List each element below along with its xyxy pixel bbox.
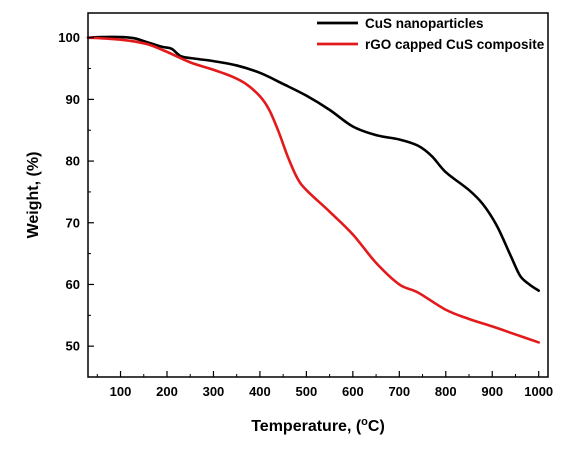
legend: CuS nanoparticles rGO capped CuS composit… — [317, 16, 545, 52]
ticks-layer: 100 200 300 400 500 600 700 800 900 1000 50 60 70 80 9… — [58, 30, 553, 399]
x-tick-label: 400 — [249, 384, 271, 399]
plot-frame — [87, 12, 549, 378]
series-line-rgo-capped-cus-composite — [86, 36, 541, 344]
legend-label-cus-nanoparticles: CuS nanoparticles — [365, 16, 484, 31]
x-tick-label: 200 — [156, 384, 178, 399]
x-tick-label: 100 — [110, 384, 132, 399]
x-tick-label: 800 — [435, 384, 457, 399]
x-tick-label: 300 — [203, 384, 225, 399]
y-tick-label: 90 — [66, 92, 80, 107]
x-tick-label: 500 — [296, 384, 318, 399]
x-tick-label: 900 — [481, 384, 503, 399]
x-tick-label: 1000 — [524, 384, 553, 399]
x-tick-label: 700 — [388, 384, 410, 399]
y-tick-label: 100 — [58, 30, 80, 45]
y-axis-title: Weight, (%) — [25, 152, 42, 239]
x-tick-label: 600 — [342, 384, 364, 399]
y-tick-label: 50 — [66, 339, 80, 354]
x-axis-title: Temperature, (oC) — [251, 416, 385, 435]
y-tick-label: 80 — [66, 154, 80, 169]
y-tick-label: 70 — [66, 215, 80, 230]
plot-layer — [86, 35, 541, 344]
series-line-cus-nanoparticles — [86, 35, 541, 292]
y-tick-label: 60 — [66, 277, 80, 292]
legend-label-rgo-capped-cus-composite: rGO capped CuS composite — [365, 37, 545, 52]
